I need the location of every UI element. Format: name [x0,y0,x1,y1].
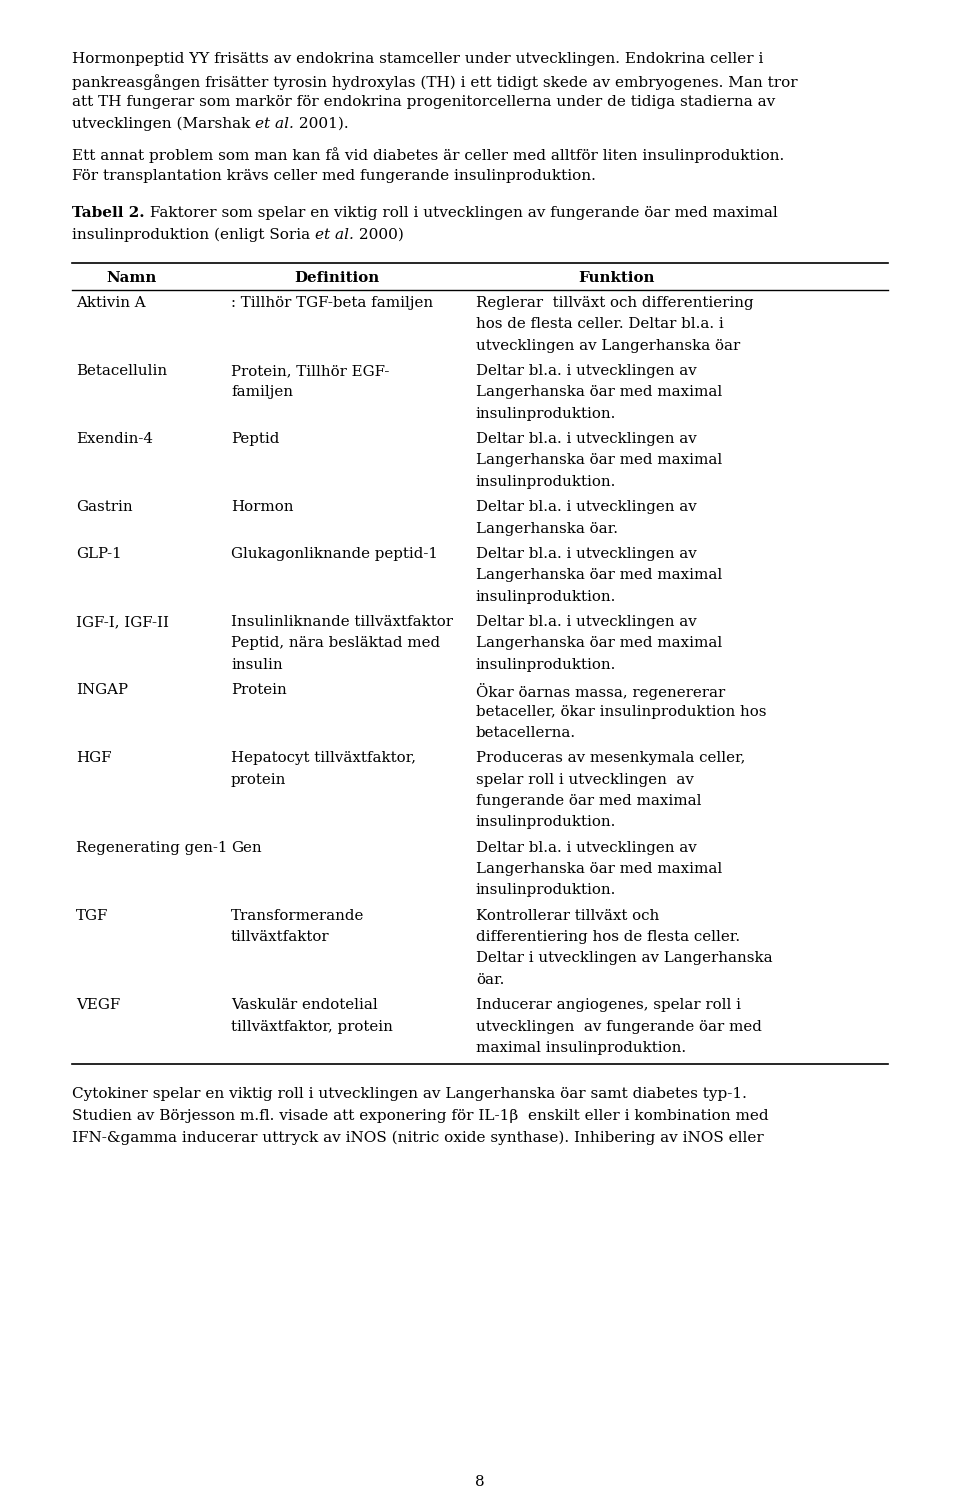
Text: differentiering hos de flesta celler.: differentiering hos de flesta celler. [476,930,740,944]
Text: 2001).: 2001). [294,117,348,131]
Text: Gen: Gen [231,841,262,855]
Text: Deltar bl.a. i utvecklingen av: Deltar bl.a. i utvecklingen av [476,616,697,629]
Text: insulinproduktion.: insulinproduktion. [476,883,616,897]
Text: tillväxtfaktor: tillväxtfaktor [231,930,329,944]
Text: Namn: Namn [107,271,157,286]
Text: Insulinliknande tillväxtfaktor: Insulinliknande tillväxtfaktor [231,616,453,629]
Text: Regenerating gen-1: Regenerating gen-1 [76,841,228,855]
Text: Hepatocyt tillväxtfaktor,: Hepatocyt tillväxtfaktor, [231,751,416,766]
Text: tillväxtfaktor, protein: tillväxtfaktor, protein [231,1019,393,1034]
Text: Vaskulär endotelial: Vaskulär endotelial [231,998,378,1013]
Text: insulinproduktion.: insulinproduktion. [476,406,616,421]
Text: IGF-I, IGF-II: IGF-I, IGF-II [76,616,169,629]
Text: Betacellulin: Betacellulin [76,364,167,378]
Text: Tabell 2.: Tabell 2. [72,206,145,220]
Text: fungerande öar med maximal: fungerande öar med maximal [476,795,702,808]
Text: Inducerar angiogenes, spelar roll i: Inducerar angiogenes, spelar roll i [476,998,741,1013]
Text: hos de flesta celler. Deltar bl.a. i: hos de flesta celler. Deltar bl.a. i [476,318,724,331]
Text: TGF: TGF [76,909,108,923]
Text: betaceller, ökar insulinproduktion hos: betaceller, ökar insulinproduktion hos [476,704,766,718]
Text: Definition: Definition [295,271,379,286]
Text: Deltar bl.a. i utvecklingen av: Deltar bl.a. i utvecklingen av [476,500,697,515]
Text: protein: protein [231,772,286,787]
Text: 8: 8 [475,1475,485,1488]
Text: Protein: Protein [231,683,287,697]
Text: Deltar bl.a. i utvecklingen av: Deltar bl.a. i utvecklingen av [476,841,697,855]
Text: insulinproduktion.: insulinproduktion. [476,474,616,489]
Text: HGF: HGF [76,751,111,766]
Text: : Tillhör TGF-beta familjen: : Tillhör TGF-beta familjen [231,296,433,310]
Text: Deltar bl.a. i utvecklingen av: Deltar bl.a. i utvecklingen av [476,548,697,561]
Text: Langerhanska öar med maximal: Langerhanska öar med maximal [476,385,722,399]
Text: utvecklingen  av fungerande öar med: utvecklingen av fungerande öar med [476,1019,761,1034]
Text: Studien av Börjesson m.fl. visade att exponering för IL-1β  enskilt eller i komb: Studien av Börjesson m.fl. visade att ex… [72,1109,769,1123]
Text: För transplantation krävs celler med fungerande insulinproduktion.: För transplantation krävs celler med fun… [72,169,596,184]
Text: öar.: öar. [476,972,504,987]
Text: Glukagonliknande peptid-1: Glukagonliknande peptid-1 [231,548,438,561]
Text: Hormon: Hormon [231,500,294,515]
Text: et al.: et al. [255,117,294,131]
Text: utvecklingen (Marshak: utvecklingen (Marshak [72,117,255,131]
Text: utvecklingen av Langerhanska öar: utvecklingen av Langerhanska öar [476,339,740,352]
Text: insulinproduktion.: insulinproduktion. [476,816,616,829]
Text: Aktivin A: Aktivin A [76,296,146,310]
Text: 2000): 2000) [354,227,404,241]
Text: Peptid: Peptid [231,432,279,445]
Text: Kontrollerar tillväxt och: Kontrollerar tillväxt och [476,909,660,923]
Text: maximal insulinproduktion.: maximal insulinproduktion. [476,1041,686,1055]
Text: Deltar i utvecklingen av Langerhanska: Deltar i utvecklingen av Langerhanska [476,951,773,966]
Text: VEGF: VEGF [76,998,120,1013]
Text: GLP-1: GLP-1 [76,548,122,561]
Text: pankreasgången frisätter tyrosin hydroxylas (TH) i ett tidigt skede av embryogen: pankreasgången frisätter tyrosin hydroxy… [72,74,798,90]
Text: Deltar bl.a. i utvecklingen av: Deltar bl.a. i utvecklingen av [476,364,697,378]
Text: insulin: insulin [231,658,282,671]
Text: Cytokiner spelar en viktig roll i utvecklingen av Langerhanska öar samt diabetes: Cytokiner spelar en viktig roll i utveck… [72,1088,747,1102]
Text: Langerhanska öar med maximal: Langerhanska öar med maximal [476,862,722,876]
Text: et al.: et al. [315,227,354,241]
Text: insulinproduktion (enligt Soria: insulinproduktion (enligt Soria [72,227,315,242]
Text: Protein, Tillhör EGF-: Protein, Tillhör EGF- [231,364,390,378]
Text: Ökar öarnas massa, regenererar: Ökar öarnas massa, regenererar [476,683,725,700]
Text: insulinproduktion.: insulinproduktion. [476,590,616,604]
Text: insulinproduktion.: insulinproduktion. [476,658,616,671]
Text: Hormonpeptid YY frisätts av endokrina stamceller under utvecklingen. Endokrina c: Hormonpeptid YY frisätts av endokrina st… [72,53,763,66]
Text: Langerhanska öar med maximal: Langerhanska öar med maximal [476,453,722,468]
Text: Langerhanska öar.: Langerhanska öar. [476,522,618,536]
Text: att TH fungerar som markör för endokrina progenitorcellerna under de tidiga stad: att TH fungerar som markör för endokrina… [72,95,776,110]
Text: Peptid, nära besläktad med: Peptid, nära besläktad med [231,637,441,650]
Text: INGAP: INGAP [76,683,128,697]
Text: spelar roll i utvecklingen  av: spelar roll i utvecklingen av [476,772,694,787]
Text: IFN-&gamma inducerar uttryck av iNOS (nitric oxide synthase). Inhibering av iNOS: IFN-&gamma inducerar uttryck av iNOS (ni… [72,1130,764,1145]
Text: Faktorer som spelar en viktig roll i utvecklingen av fungerande öar med maximal: Faktorer som spelar en viktig roll i utv… [145,206,778,220]
Text: Gastrin: Gastrin [76,500,132,515]
Text: Ett annat problem som man kan få vid diabetes är celler med alltför liten insuli: Ett annat problem som man kan få vid dia… [72,147,784,163]
Text: Deltar bl.a. i utvecklingen av: Deltar bl.a. i utvecklingen av [476,432,697,445]
Text: Produceras av mesenkymala celler,: Produceras av mesenkymala celler, [476,751,745,766]
Text: betacellerna.: betacellerna. [476,725,576,740]
Text: Transformerande: Transformerande [231,909,365,923]
Text: Exendin-4: Exendin-4 [76,432,153,445]
Text: familjen: familjen [231,385,293,399]
Text: Reglerar  tillväxt och differentiering: Reglerar tillväxt och differentiering [476,296,754,310]
Text: Funktion: Funktion [579,271,655,286]
Text: Langerhanska öar med maximal: Langerhanska öar med maximal [476,569,722,582]
Text: Langerhanska öar med maximal: Langerhanska öar med maximal [476,637,722,650]
